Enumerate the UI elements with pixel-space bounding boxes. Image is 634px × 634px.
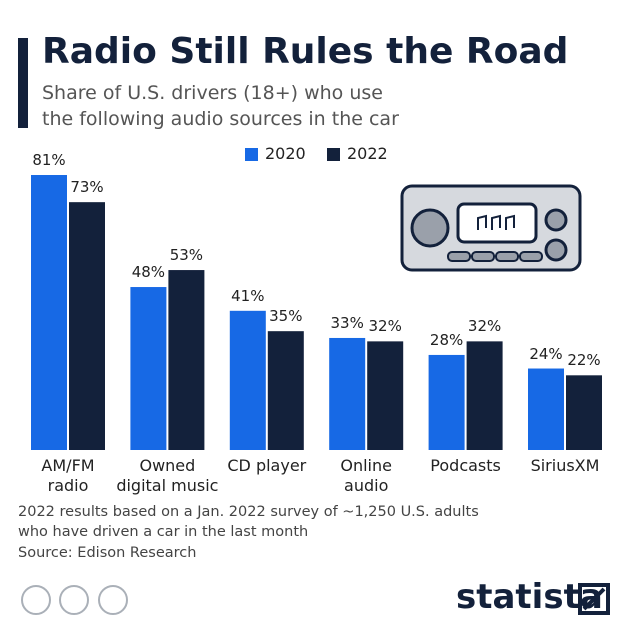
footnote: 2022 results based on a Jan. 2022 survey… [18,504,479,520]
legend-swatch [245,148,258,161]
bar [130,287,167,450]
bar [566,375,602,450]
brand: statista [456,577,603,617]
license-icons [21,585,128,615]
value-label: 28% [429,330,464,349]
bar [428,354,465,450]
value-label: 53% [169,246,204,265]
x-tick-label: Online audio [340,456,392,495]
subtitle: the following audio sources in the car [42,108,399,130]
legend-label: 2022 [347,144,388,163]
x-tick-label: AM/FM radio [41,456,95,495]
radio-illustration [400,184,582,272]
bar [528,368,564,450]
bar [31,175,67,450]
value-label: 32% [368,317,402,336]
source: Source: Edison Research [18,545,197,561]
chart-title: Radio Still Rules the Road [42,31,569,72]
value-label: 32% [467,317,502,336]
bar [267,331,304,450]
x-tick-label: Podcasts [430,456,501,475]
legend-swatch [327,148,340,161]
value-label: 35% [269,307,303,326]
bar [466,341,503,450]
value-label: 81% [32,151,66,169]
brand-icon [578,583,610,615]
legend-label: 2020 [265,144,306,163]
value-label: 33% [330,313,364,332]
footnote: who have driven a car in the last month [18,524,309,540]
bar [367,341,404,450]
x-tick-label: Owned digital music [116,456,219,495]
value-label: 24% [529,344,563,363]
x-tick-label: SiriusXM [530,456,600,475]
subtitle: Share of U.S. drivers (18+) who use [42,82,383,104]
value-label: 22% [567,351,601,370]
value-label: 41% [231,286,265,305]
bar [69,202,105,450]
bar [168,270,205,450]
x-tick-label: CD player [227,456,307,475]
value-label: 73% [70,178,104,197]
value-label: 48% [131,263,166,282]
title-accent [18,38,28,128]
bar [229,310,266,450]
bar [329,337,366,450]
